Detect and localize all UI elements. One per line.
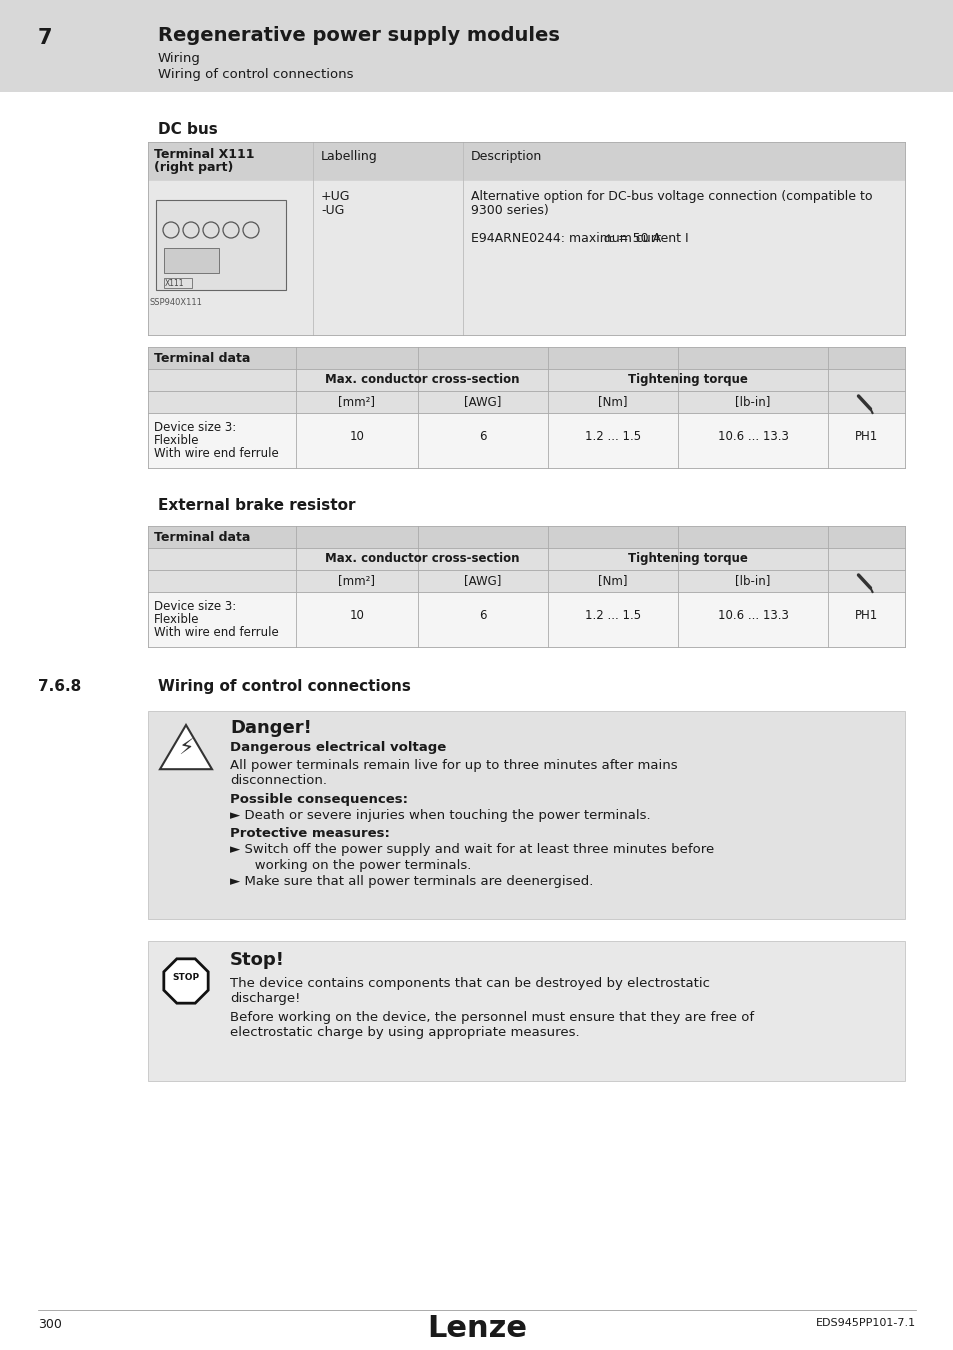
Text: Description: Description <box>471 150 541 163</box>
Bar <box>148 593 904 647</box>
Text: electrostatic charge by using appropriate measures.: electrostatic charge by using appropriat… <box>230 1026 579 1040</box>
Text: Terminal data: Terminal data <box>153 531 250 544</box>
Text: 10: 10 <box>349 609 364 622</box>
Text: 7.6.8: 7.6.8 <box>38 679 81 694</box>
Bar <box>0 0 953 92</box>
Polygon shape <box>164 958 208 1003</box>
Text: Regenerative power supply modules: Regenerative power supply modules <box>158 26 559 45</box>
Text: All power terminals remain live for up to three minutes after mains: All power terminals remain live for up t… <box>230 759 677 772</box>
Text: (right part): (right part) <box>153 161 233 174</box>
Text: Flexible: Flexible <box>153 613 199 626</box>
Text: ► Switch off the power supply and wait for at least three minutes before: ► Switch off the power supply and wait f… <box>230 842 714 856</box>
Text: 1.2 ... 1.5: 1.2 ... 1.5 <box>584 609 640 622</box>
Text: DC bus: DC bus <box>158 122 217 136</box>
Text: ⚡: ⚡ <box>178 738 193 759</box>
Text: PH1: PH1 <box>854 431 877 443</box>
Text: External brake resistor: External brake resistor <box>158 498 355 513</box>
Text: Stop!: Stop! <box>230 950 285 969</box>
Text: 9300 series): 9300 series) <box>471 204 548 217</box>
Text: 6: 6 <box>478 609 486 622</box>
Text: +UG: +UG <box>320 190 350 202</box>
Text: Device size 3:: Device size 3: <box>153 599 236 613</box>
Text: X111: X111 <box>165 279 184 288</box>
Text: [Nm]: [Nm] <box>598 396 627 408</box>
Text: SSP940X111: SSP940X111 <box>150 298 202 306</box>
Text: [lb-in]: [lb-in] <box>735 396 770 408</box>
Bar <box>148 369 904 391</box>
Text: [AWG]: [AWG] <box>464 574 501 587</box>
Text: Wiring of control connections: Wiring of control connections <box>158 68 354 81</box>
Text: Terminal X111: Terminal X111 <box>153 148 254 161</box>
Text: Tightening torque: Tightening torque <box>627 552 747 566</box>
Polygon shape <box>160 725 212 769</box>
Bar <box>156 200 286 290</box>
Bar <box>148 548 904 570</box>
Text: Tightening torque: Tightening torque <box>627 373 747 386</box>
Text: Wiring: Wiring <box>158 53 201 65</box>
Text: STOP: STOP <box>172 973 199 981</box>
Text: [lb-in]: [lb-in] <box>735 574 770 587</box>
Text: With wire end ferrule: With wire end ferrule <box>153 626 278 639</box>
Text: [AWG]: [AWG] <box>464 396 501 408</box>
Bar <box>148 941 904 1081</box>
Text: ► Death or severe injuries when touching the power terminals.: ► Death or severe injuries when touching… <box>230 809 650 822</box>
Text: [mm²]: [mm²] <box>338 396 375 408</box>
Bar <box>148 711 904 919</box>
Text: working on the power terminals.: working on the power terminals. <box>242 859 471 872</box>
Bar <box>148 142 904 180</box>
Text: disconnection.: disconnection. <box>230 774 327 787</box>
Bar <box>148 413 904 468</box>
Bar <box>164 248 219 273</box>
Text: = 50 A: = 50 A <box>614 232 660 244</box>
Text: Dangerous electrical voltage: Dangerous electrical voltage <box>230 741 446 755</box>
Text: Possible consequences:: Possible consequences: <box>230 792 408 806</box>
Text: EDS945PP101-7.1: EDS945PP101-7.1 <box>815 1318 915 1328</box>
Text: discharge!: discharge! <box>230 992 300 1004</box>
Text: Labelling: Labelling <box>320 150 377 163</box>
Text: dc: dc <box>603 234 615 244</box>
Text: [Nm]: [Nm] <box>598 574 627 587</box>
Text: Max. conductor cross-section: Max. conductor cross-section <box>324 373 518 386</box>
Text: Protective measures:: Protective measures: <box>230 828 390 840</box>
Text: 10.6 ... 13.3: 10.6 ... 13.3 <box>717 609 787 622</box>
Text: The device contains components that can be destroyed by electrostatic: The device contains components that can … <box>230 977 709 990</box>
Text: Device size 3:: Device size 3: <box>153 421 236 433</box>
Text: E94ARNE0244: maximum current I: E94ARNE0244: maximum current I <box>471 232 688 244</box>
Text: Lenze: Lenze <box>427 1314 526 1343</box>
Text: With wire end ferrule: With wire end ferrule <box>153 447 278 460</box>
Text: PH1: PH1 <box>854 609 877 622</box>
Text: [mm²]: [mm²] <box>338 574 375 587</box>
Bar <box>148 180 904 335</box>
Bar <box>164 278 192 288</box>
Text: Before working on the device, the personnel must ensure that they are free of: Before working on the device, the person… <box>230 1011 753 1025</box>
Text: 10.6 ... 13.3: 10.6 ... 13.3 <box>717 431 787 443</box>
Bar <box>148 347 904 369</box>
Text: 300: 300 <box>38 1318 62 1331</box>
Text: ► Make sure that all power terminals are deenergised.: ► Make sure that all power terminals are… <box>230 875 593 888</box>
Text: -UG: -UG <box>320 204 344 217</box>
Text: 6: 6 <box>478 431 486 443</box>
Text: Flexible: Flexible <box>153 433 199 447</box>
Text: Max. conductor cross-section: Max. conductor cross-section <box>324 552 518 566</box>
Bar <box>148 570 904 593</box>
Text: Terminal data: Terminal data <box>153 352 250 365</box>
Bar <box>148 392 904 413</box>
Text: 7: 7 <box>38 28 52 49</box>
Text: Wiring of control connections: Wiring of control connections <box>158 679 411 694</box>
Bar <box>148 526 904 548</box>
Text: Danger!: Danger! <box>230 720 312 737</box>
Text: 10: 10 <box>349 431 364 443</box>
Text: Alternative option for DC-bus voltage connection (compatible to: Alternative option for DC-bus voltage co… <box>471 190 872 202</box>
Text: 1.2 ... 1.5: 1.2 ... 1.5 <box>584 431 640 443</box>
